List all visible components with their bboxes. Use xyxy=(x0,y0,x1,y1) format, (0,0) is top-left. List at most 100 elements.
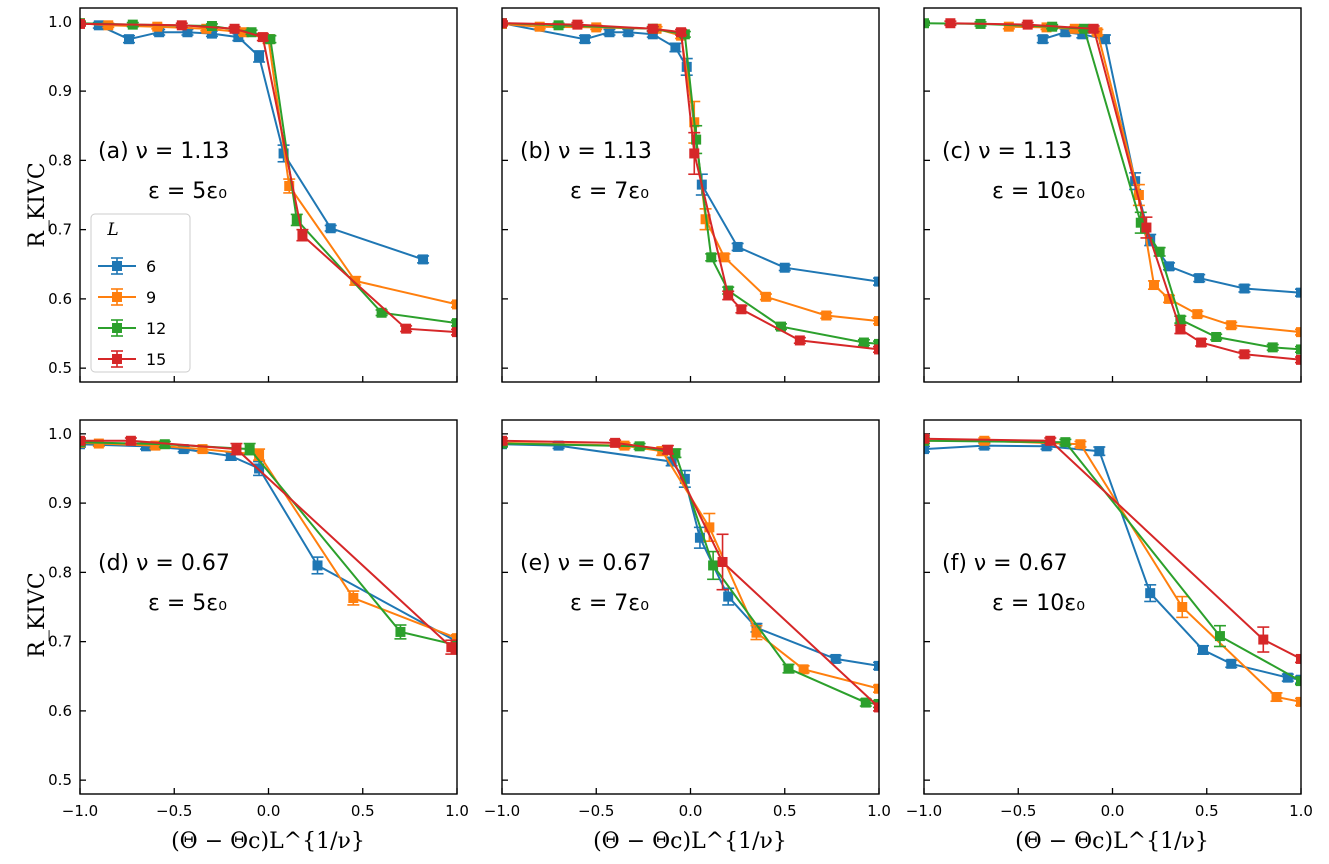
data-point-6 xyxy=(1164,261,1175,272)
data-point-6 xyxy=(874,276,879,287)
data-point-6 xyxy=(278,148,289,159)
x-tick-label: −0.5 xyxy=(578,802,614,820)
data-point-15 xyxy=(80,18,85,29)
data-point-6 xyxy=(779,262,790,273)
data-point-15 xyxy=(125,435,136,446)
data-point-6 xyxy=(604,27,615,38)
data-point-15 xyxy=(297,230,308,241)
panel-annotation-eps: ε = 7ε₀ xyxy=(570,179,649,204)
data-point-6 xyxy=(154,27,165,38)
panel-f: −1.0 −0.5 0.0 0.5 1.0 (f) ν = 0.67 ε = 10ε₀ xyxy=(906,419,1313,820)
data-point-15 xyxy=(1045,435,1056,446)
legend-title: L xyxy=(106,220,118,240)
data-point-6 xyxy=(1282,672,1293,683)
data-point-12 xyxy=(291,214,302,225)
data-point-15 xyxy=(736,304,747,315)
y-tick-label: 0.9 xyxy=(48,82,72,100)
series-line-12 xyxy=(924,439,1301,682)
data-point-15 xyxy=(502,18,507,29)
data-point-6 xyxy=(647,29,658,40)
data-point-9 xyxy=(254,449,265,460)
axes-frame xyxy=(501,419,880,795)
data-point-12 xyxy=(1211,331,1222,342)
data-point-15 xyxy=(689,148,700,159)
data-point-12 xyxy=(858,337,869,348)
data-point-9 xyxy=(1003,21,1014,32)
plot-area xyxy=(80,435,457,655)
data-point-6 xyxy=(1094,446,1105,457)
data-point-6 xyxy=(694,532,705,543)
data-point-9 xyxy=(103,20,114,31)
data-point-15 xyxy=(176,20,187,31)
data-point-15 xyxy=(1296,354,1301,365)
data-point-15 xyxy=(676,27,687,38)
plot-area xyxy=(502,18,879,355)
data-point-12 xyxy=(708,560,719,571)
y-tick-label: 0.8 xyxy=(48,563,72,581)
series-line-15 xyxy=(924,437,1301,660)
panel-annotation-nu: (a) ν = 1.13 xyxy=(98,139,229,164)
data-point-6 xyxy=(178,444,189,455)
data-point-12 xyxy=(1175,314,1186,325)
y-tick-label: 1.0 xyxy=(48,13,72,31)
axes-frame xyxy=(79,7,458,383)
data-point-9 xyxy=(1192,309,1203,320)
data-point-15 xyxy=(257,32,268,43)
data-point-6 xyxy=(1077,29,1088,40)
data-point-12 xyxy=(553,20,564,31)
data-point-6 xyxy=(723,591,734,602)
data-point-15 xyxy=(1296,653,1301,664)
data-point-6 xyxy=(1226,658,1237,669)
data-point-6 xyxy=(924,444,929,455)
data-point-15 xyxy=(80,435,85,446)
x-axis-label-right: (Θ − Θc)L^{1/ν} xyxy=(1015,829,1209,854)
data-point-12 xyxy=(775,321,786,332)
data-point-15 xyxy=(662,444,673,455)
data-point-9 xyxy=(534,21,545,32)
series-line-6 xyxy=(1042,31,1301,294)
data-point-12 xyxy=(670,448,681,459)
data-point-12 xyxy=(376,307,387,318)
data-point-6 xyxy=(1197,644,1208,655)
data-point-15 xyxy=(401,323,412,334)
y-tick-label: 0.6 xyxy=(48,290,72,308)
legend-box xyxy=(90,213,191,373)
data-point-12 xyxy=(1060,437,1071,448)
data-point-6 xyxy=(1060,27,1071,38)
data-point-9 xyxy=(1226,320,1237,331)
data-point-12 xyxy=(452,318,457,329)
legend-label: 15 xyxy=(146,350,166,369)
data-point-12 xyxy=(874,338,879,349)
legend-label: 9 xyxy=(146,288,156,307)
data-point-15 xyxy=(502,435,507,446)
panel-annotation-eps: ε = 10ε₀ xyxy=(992,591,1085,616)
plot-area xyxy=(924,433,1301,707)
data-point-9 xyxy=(751,627,762,638)
data-point-15 xyxy=(231,444,242,455)
x-tick-label: 1.0 xyxy=(867,802,891,820)
data-point-9 xyxy=(1296,327,1301,338)
data-point-15 xyxy=(1258,634,1269,645)
data-point-6 xyxy=(206,28,217,39)
data-point-6 xyxy=(140,441,151,452)
legend-label: 12 xyxy=(146,319,166,338)
y-tick-label: 0.8 xyxy=(48,151,72,169)
plot-area xyxy=(924,18,1301,365)
data-point-15 xyxy=(1088,23,1099,34)
data-point-9 xyxy=(821,310,832,321)
data-point-12 xyxy=(1267,342,1278,353)
data-point-15 xyxy=(1239,349,1250,360)
data-point-9 xyxy=(452,299,457,310)
data-point-15 xyxy=(874,344,879,355)
legend-label: 6 xyxy=(146,257,156,276)
x-tick-label: −1.0 xyxy=(484,802,520,820)
y-tick-label: 0.5 xyxy=(48,771,72,789)
data-point-6 xyxy=(312,560,323,571)
data-point-9 xyxy=(1164,293,1175,304)
data-point-6 xyxy=(1099,34,1110,45)
panel-c: (c) ν = 1.13 ε = 10ε₀ xyxy=(923,7,1302,383)
series-line-15 xyxy=(502,22,879,351)
data-point-12 xyxy=(706,252,717,263)
data-point-15 xyxy=(1175,324,1186,335)
panel-a: 0.5 0.6 0.7 0.8 0.9 1.0 (a) ν = 1.13 ε = 5ε₀ xyxy=(48,7,458,383)
